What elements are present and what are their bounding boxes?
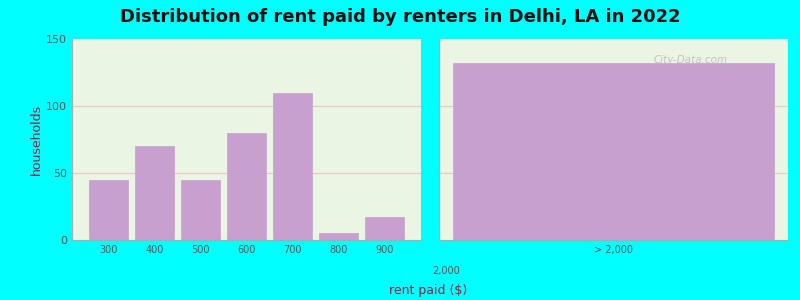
Bar [453, 63, 774, 240]
Bar [227, 133, 266, 240]
Text: 2,000: 2,000 [432, 266, 459, 276]
Bar [90, 180, 128, 240]
Text: Distribution of rent paid by renters in Delhi, LA in 2022: Distribution of rent paid by renters in … [120, 8, 680, 26]
Bar [365, 217, 404, 240]
Bar [319, 233, 358, 240]
Bar [181, 180, 220, 240]
Y-axis label: households: households [30, 104, 43, 175]
Text: City-Data.com: City-Data.com [653, 55, 727, 65]
Bar [273, 93, 312, 240]
Text: rent paid ($): rent paid ($) [389, 284, 467, 297]
Bar [135, 146, 174, 240]
